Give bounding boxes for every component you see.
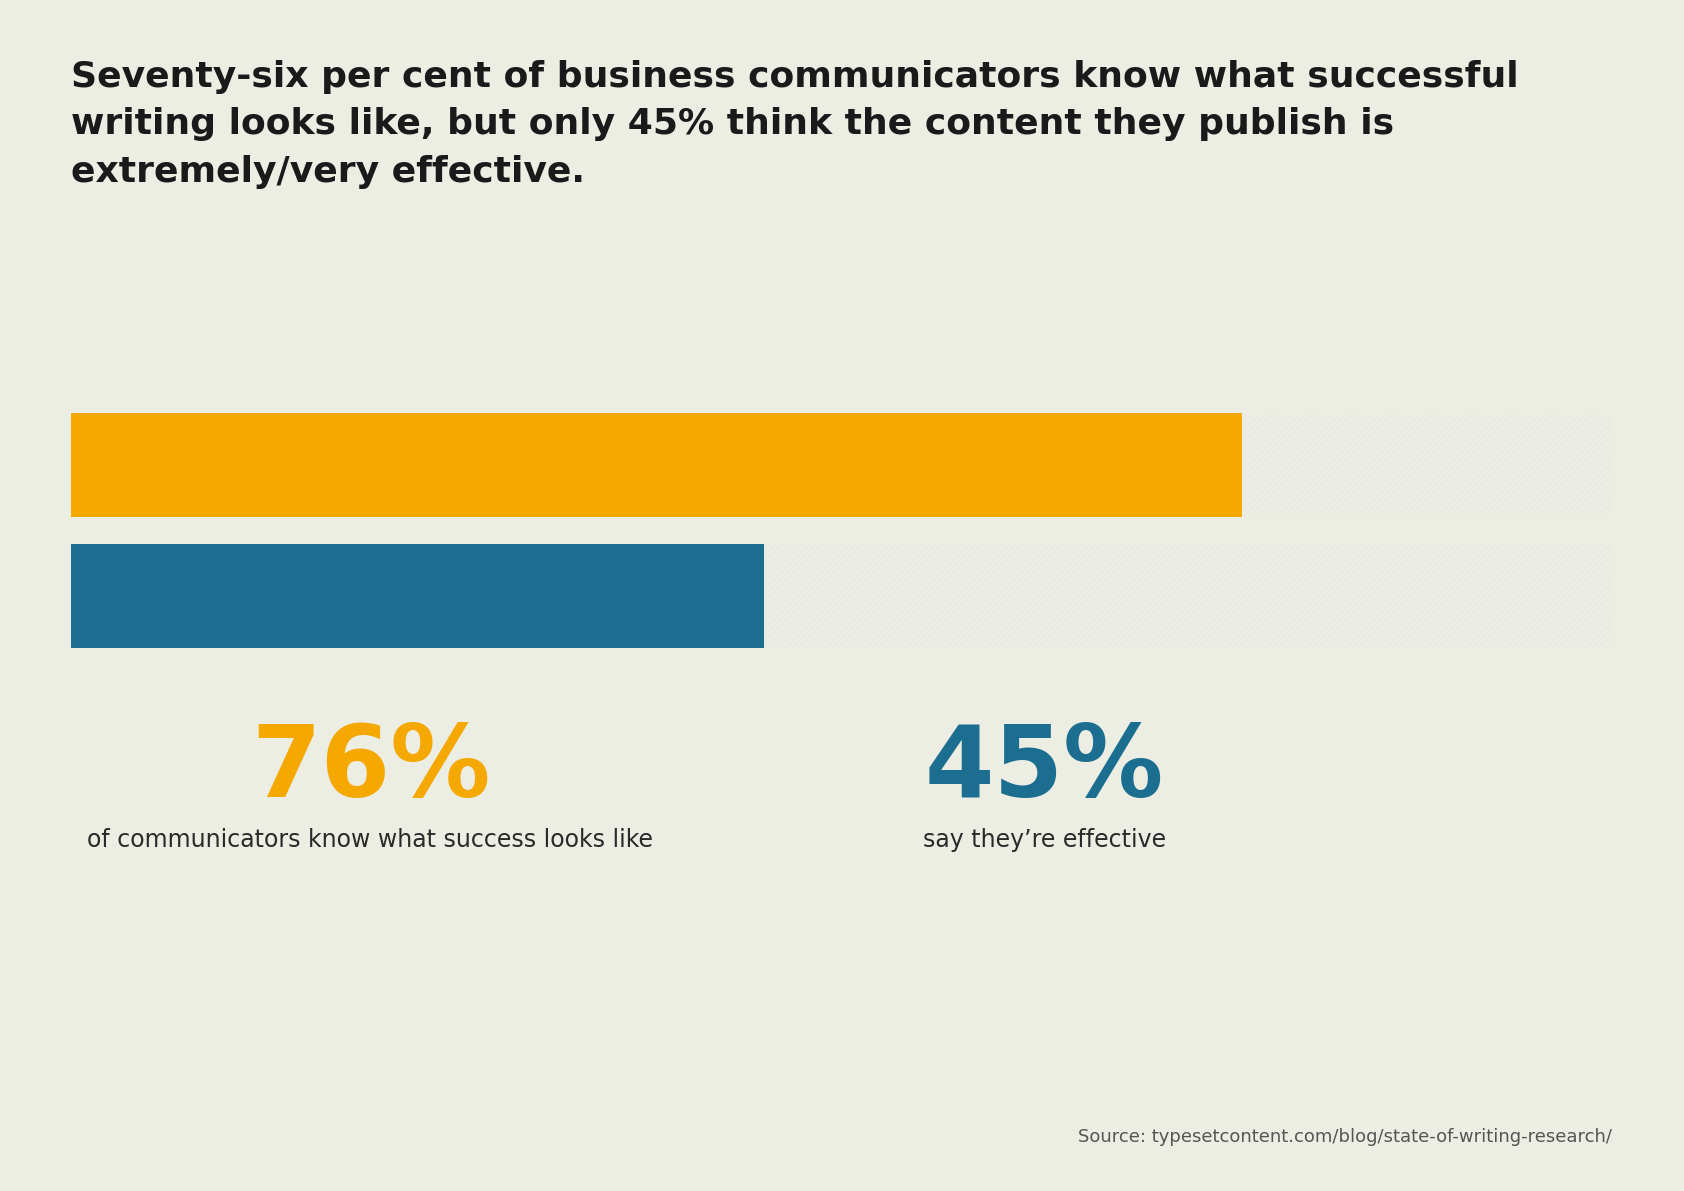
Text: of communicators know what success looks like: of communicators know what success looks… [88,828,653,852]
Bar [71,543,1612,648]
Text: 45%: 45% [925,721,1164,817]
Bar [71,412,1241,517]
Bar [71,412,1612,517]
Text: Seventy-six per cent of business communicators know what successful
writing look: Seventy-six per cent of business communi… [71,60,1519,188]
Bar [71,543,765,648]
Text: say they’re effective: say they’re effective [923,828,1165,852]
Text: 76%: 76% [251,721,490,817]
Text: Source: typesetcontent.com/blog/state-of-writing-research/: Source: typesetcontent.com/blog/state-of… [1078,1128,1612,1146]
Bar [71,412,1612,517]
Bar [71,543,1612,648]
